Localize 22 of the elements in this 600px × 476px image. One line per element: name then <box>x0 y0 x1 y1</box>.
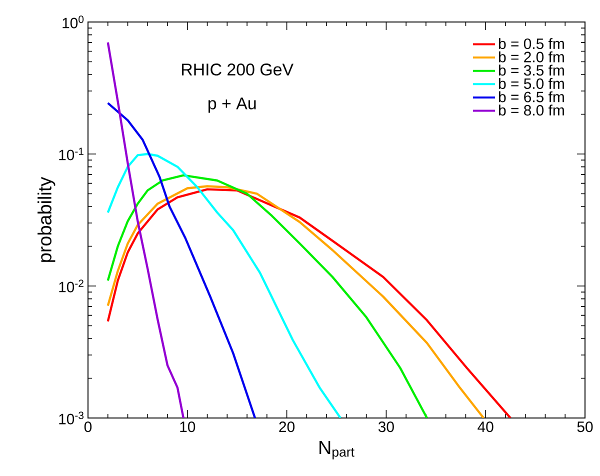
x-tick-label: 40 <box>478 422 494 432</box>
x-tick-label: 10 <box>180 422 196 432</box>
annotation: RHIC 200 GeV <box>182 64 294 76</box>
legend-label: b = 5.0 fm <box>499 78 564 89</box>
legend-label: b = 2.0 fm <box>499 51 564 62</box>
legend-label: b = 8.0 fm <box>499 104 564 116</box>
legend-label: b = 6.5 fm <box>499 91 564 102</box>
y-tick-label: 10$^{-3}$ <box>59 412 84 424</box>
y-tick-label: 10$^{-2}$ <box>59 280 84 292</box>
line-series <box>106 152 342 418</box>
x-tick-label: 30 <box>378 422 394 432</box>
legend-label: b = 3.5 fm <box>499 64 564 76</box>
annotation: p + Au <box>208 98 256 113</box>
x-tick-label: 50 <box>577 422 593 432</box>
x-tick-label: 20 <box>279 422 295 432</box>
line-series <box>106 174 428 418</box>
x-axis-title: N$_{part}$ <box>320 440 354 460</box>
x-tick-label: 0 <box>84 422 92 432</box>
legend-label: b = 0.5 fm <box>499 38 564 50</box>
y-tick-label: 10$^{0}$ <box>62 16 84 28</box>
y-tick-label: 10$^{-1}$ <box>59 148 84 160</box>
y-axis-title: probability <box>38 176 56 262</box>
